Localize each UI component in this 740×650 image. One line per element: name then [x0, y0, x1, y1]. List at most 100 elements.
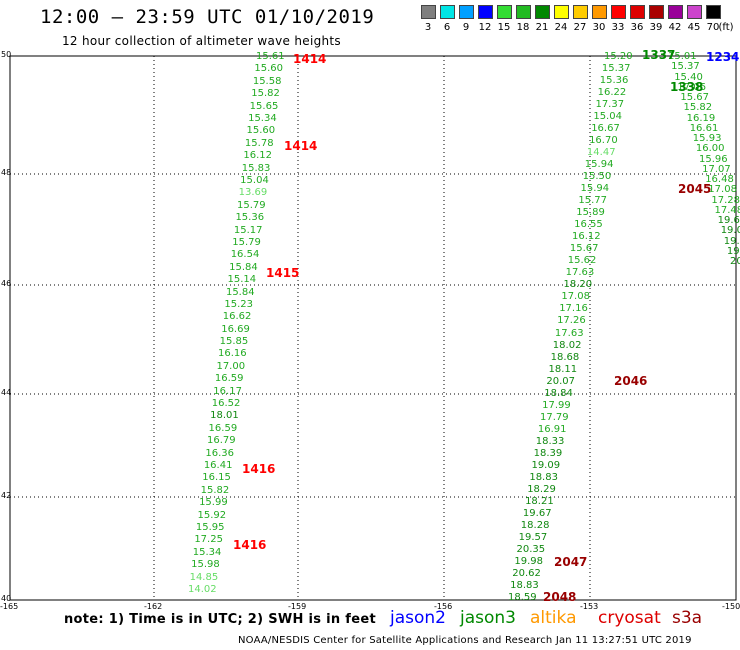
wave-height-value: 16.67	[591, 123, 620, 135]
pass-time-label: 1414	[284, 139, 318, 153]
wave-height-value: 16.19	[686, 112, 716, 124]
wave-height-value: 16.70	[589, 135, 618, 147]
wave-height-value: 15.04	[593, 111, 622, 123]
wave-height-value: 15.89	[576, 207, 605, 219]
wave-height-value: 16.91	[537, 423, 567, 435]
wave-height-value: 15.17	[233, 224, 263, 236]
wave-height-value: 15.23	[224, 298, 253, 310]
legend-label: 33	[611, 22, 625, 33]
legend-label: 45	[687, 22, 701, 33]
pass-time-label: 2045	[678, 182, 712, 196]
legend-label: 12	[478, 22, 492, 33]
wave-height-value: 16.54	[230, 249, 260, 261]
wave-height-value: 18.83	[510, 579, 539, 591]
wave-height-value: 18.29	[527, 483, 556, 495]
wave-height-value: 17.00	[216, 360, 246, 372]
legend-label: 39	[649, 22, 663, 33]
wave-height-value: 15.82	[251, 88, 280, 100]
longitude-label: -159	[288, 602, 307, 611]
legend-swatch	[706, 5, 721, 19]
wave-height-value: 16.00	[695, 143, 725, 155]
legend-swatch	[440, 5, 455, 19]
latitude-label: 44	[1, 388, 12, 397]
wave-height-value: 17.08	[708, 184, 737, 196]
wave-height-value: 15.58	[252, 75, 282, 87]
wave-height-value: 15.50	[582, 171, 612, 183]
wave-height-value: 17.06	[677, 81, 706, 93]
wave-height-value: 15.94	[580, 183, 610, 195]
wave-height-value: 17.79	[540, 411, 569, 423]
wave-height-value: 18.84	[544, 387, 573, 399]
wave-height-value: 15.14	[227, 274, 257, 286]
wave-height-value: 18.68	[550, 351, 580, 363]
wave-height-value: 17.63	[554, 327, 584, 339]
wave-height-value: 18.21	[525, 495, 554, 507]
wave-height-value: 15.40	[674, 71, 703, 83]
latitude-label: 50	[1, 50, 12, 59]
wave-height-value: 15.01	[668, 51, 697, 62]
wave-height-value: 17.63	[565, 267, 595, 279]
wave-height-value: 15.82	[200, 484, 230, 496]
wave-height-value: 15.36	[599, 75, 629, 87]
wave-height-value: 15.96	[699, 153, 728, 165]
wave-height-value: 19.98	[514, 555, 544, 567]
pass-time-label: 2048	[543, 590, 577, 604]
wave-height-value: 16.36	[205, 447, 235, 459]
wave-height-value: 15.67	[569, 243, 599, 255]
longitude-label: -153	[580, 602, 599, 611]
wave-height-value: 18.59	[508, 592, 537, 603]
wave-height-value: 14.47	[586, 147, 616, 159]
legend-label: 36	[630, 22, 644, 33]
wave-height-value: 19	[726, 245, 740, 257]
pass-time-label: 1416	[233, 538, 267, 552]
wave-height-value: 17.08	[561, 291, 590, 303]
wave-height-value: 16.12	[243, 150, 272, 162]
wave-height-value: 15.84	[229, 261, 258, 273]
satellite-name-s3a: s3a	[672, 608, 703, 628]
legend-label: 6	[443, 22, 451, 33]
satellite-name-cryosat: cryosat	[598, 608, 661, 628]
wave-height-value: 15.84	[225, 286, 255, 298]
legend-swatch	[421, 5, 436, 19]
wave-height-value: 20.07	[546, 375, 576, 387]
wave-height-value: 15.60	[246, 125, 276, 137]
wave-height-value: 15.34	[248, 112, 277, 124]
wave-height-value: 15.67	[680, 92, 710, 103]
pass-time-label: 1338	[670, 80, 704, 94]
pass-time-label: 1337	[642, 48, 676, 62]
wave-height-value: 20.35	[516, 543, 546, 555]
legend-swatch	[649, 5, 664, 19]
wave-height-value: 14.02	[188, 584, 217, 595]
wave-height-value: 15.98	[191, 559, 220, 571]
wave-height-value: 15.37	[671, 61, 700, 73]
legend-swatch	[573, 5, 588, 19]
wave-height-value: 17.99	[542, 399, 571, 411]
wave-height-value: 15.36	[235, 212, 265, 224]
wave-height-value: 18.33	[535, 435, 565, 447]
legend-label: 27	[573, 22, 587, 33]
wave-height-value: 19.57	[518, 531, 548, 543]
wave-height-value: 19.61	[717, 215, 740, 226]
wave-height-value: 20	[730, 256, 740, 267]
legend-swatch	[554, 5, 569, 19]
wave-height-value: 18.02	[552, 339, 582, 351]
pass-time-label: 1414	[293, 52, 327, 66]
wave-height-value: 16.62	[222, 311, 252, 323]
satellite-name-jason3: jason3	[460, 608, 516, 628]
wave-height-value: 15.60	[254, 63, 284, 75]
wave-height-value: 18.83	[529, 471, 558, 483]
wave-height-value: 15.20	[604, 51, 633, 62]
wave-height-value: 15.61	[256, 51, 285, 62]
legend-label: 15	[497, 22, 511, 33]
wave-height-value: 17.26	[557, 315, 586, 327]
wave-height-value: 15.95	[195, 522, 225, 534]
latitude-label: 46	[1, 279, 12, 288]
legend-label: 3	[424, 22, 432, 33]
pass-time-label: 1415	[266, 266, 300, 280]
longitude-label: -156	[434, 602, 453, 611]
wave-height-value: 16.61	[689, 122, 719, 134]
latitude-label: 40	[1, 594, 12, 603]
wave-height-value: 16.52	[211, 398, 241, 410]
wave-height-value: 15.93	[692, 133, 722, 144]
pass-time-label: 1416	[242, 462, 276, 476]
